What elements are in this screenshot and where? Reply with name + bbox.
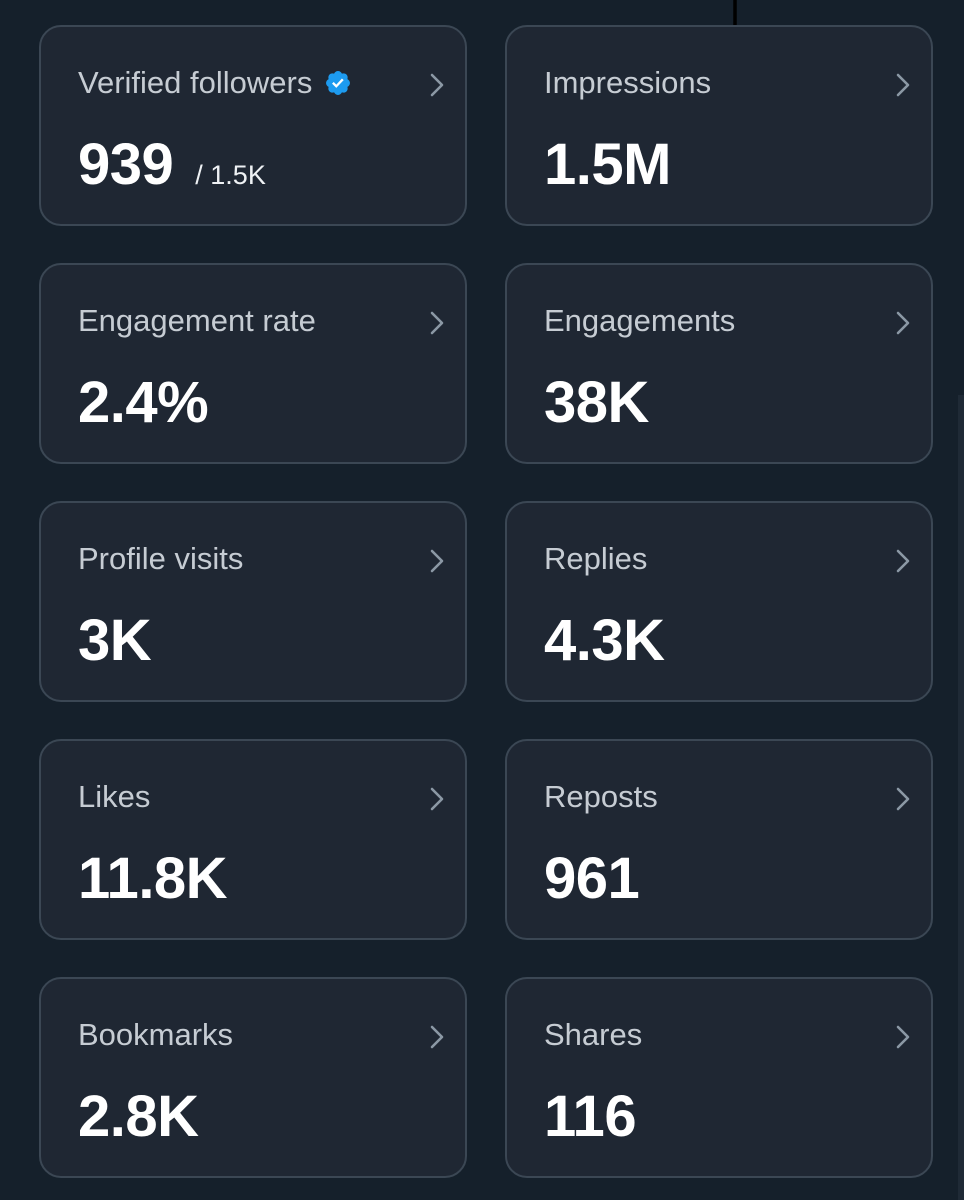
metric-label-text: Verified followers <box>78 65 313 100</box>
metric-label: Reposts <box>544 779 658 814</box>
metric-value-main: 1.5M <box>544 132 671 197</box>
chevron-right-icon <box>896 1025 910 1049</box>
metric-card-reposts[interactable]: Reposts 961 <box>505 739 933 940</box>
metric-label: Replies <box>544 541 648 576</box>
metric-card-verified-followers[interactable]: Verified followers 939 / 1.5K <box>39 25 467 226</box>
metric-value: 116 <box>544 1084 637 1149</box>
metric-value: 939 / 1.5K <box>78 133 266 197</box>
metric-value: 961 <box>544 846 640 911</box>
metric-card-likes[interactable]: Likes 11.8K <box>39 739 467 940</box>
metric-card-impressions[interactable]: Impressions 1.5M <box>505 25 933 226</box>
verified-badge-icon <box>326 71 351 95</box>
metric-value: 2.4% <box>78 370 209 435</box>
metric-card-engagements[interactable]: Engagements 38K <box>505 263 933 464</box>
metric-label: Profile visits <box>78 541 244 576</box>
metric-value-main: 4.3K <box>544 608 665 673</box>
chevron-right-icon <box>896 549 910 573</box>
metric-value: 2.8K <box>78 1085 199 1149</box>
metric-label: Impressions <box>544 65 712 100</box>
chevron-right-icon <box>896 787 910 811</box>
metric-card-engagement-rate[interactable]: Engagement rate 2.4% <box>39 263 467 464</box>
metric-value: 1.5M <box>544 133 671 197</box>
chevron-right-icon <box>430 1025 444 1049</box>
chevron-right-icon <box>430 787 444 811</box>
metric-card-shares[interactable]: Shares 116 <box>505 977 933 1178</box>
chevron-right-icon <box>896 311 910 335</box>
chevron-right-icon <box>430 73 444 97</box>
metric-label: Shares <box>544 1017 643 1052</box>
metric-label: Verified followers <box>78 65 352 101</box>
metric-card-replies[interactable]: Replies 4.3K <box>505 501 933 702</box>
chevron-right-icon <box>896 73 910 97</box>
metric-value-main: 939 <box>78 132 174 197</box>
metric-value: 3K <box>78 608 152 673</box>
chevron-right-icon <box>430 549 444 573</box>
metric-value-main: 961 <box>544 846 640 911</box>
metric-card-bookmarks[interactable]: Bookmarks 2.8K <box>39 977 467 1178</box>
metric-label: Engagements <box>544 303 736 338</box>
metric-value: 38K <box>544 371 649 435</box>
metric-value-main: 11.8K <box>78 846 228 911</box>
metric-label: Engagement rate <box>78 303 316 338</box>
metric-card-profile-visits[interactable]: Profile visits 3K <box>39 501 467 702</box>
metric-value-total: / 1.5K <box>195 160 266 190</box>
metric-value-main: 2.8K <box>78 1084 199 1149</box>
metric-label: Likes <box>78 779 151 814</box>
metric-value-main: 38K <box>544 370 649 435</box>
metrics-grid: Verified followers 939 / 1.5K Impression… <box>39 25 933 1178</box>
metric-value: 4.3K <box>544 609 665 673</box>
scrollbar-track[interactable] <box>958 395 964 1200</box>
metric-value-main: 3K <box>78 608 152 673</box>
metric-value-main: 116 <box>544 1084 637 1149</box>
metric-label: Bookmarks <box>78 1017 234 1052</box>
metric-value: 11.8K <box>78 846 228 911</box>
metric-value-main: 2.4% <box>78 370 209 435</box>
chevron-right-icon <box>430 311 444 335</box>
